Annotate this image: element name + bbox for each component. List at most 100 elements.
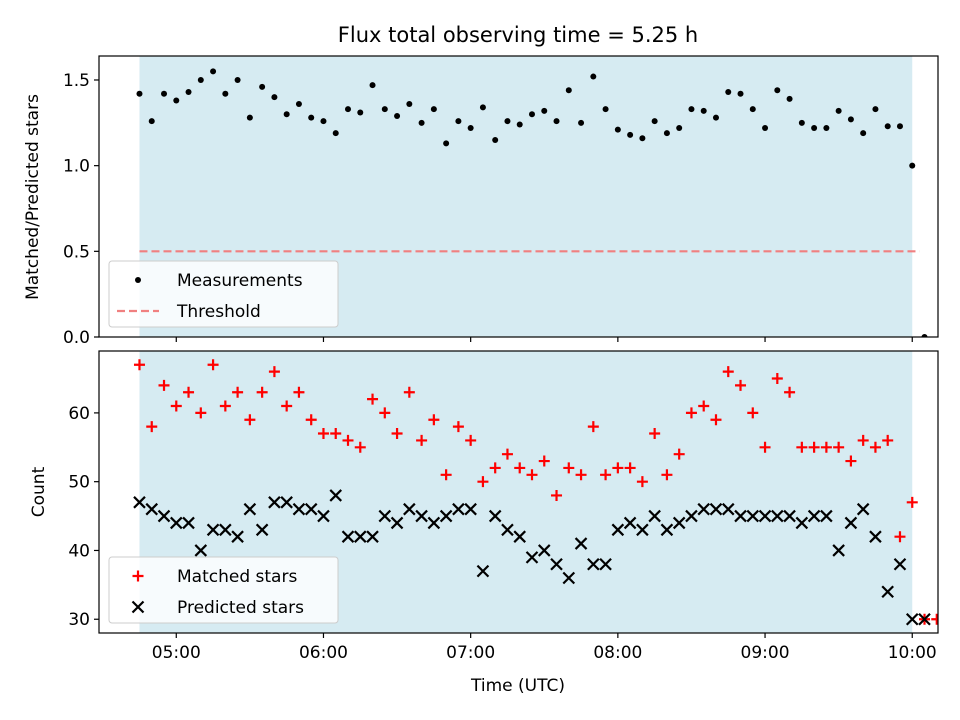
y-tick-label: 1.5 (63, 71, 90, 91)
matched-star-point (281, 400, 293, 412)
matched-star-point (195, 407, 207, 419)
measurement-point (210, 68, 217, 75)
predicted-star-point (182, 516, 195, 530)
predicted-star-point (145, 502, 159, 516)
matched-star-point (563, 462, 575, 474)
predicted-star-point (280, 496, 293, 509)
predicted-star-point (820, 509, 833, 523)
predicted-star-point (378, 509, 392, 523)
chart-title: Flux total observing time = 5.25 h (338, 23, 698, 47)
measurement-point (246, 114, 253, 121)
matched-star-point (796, 441, 808, 453)
predicted-star-point (219, 523, 232, 537)
measurement-point (737, 90, 744, 97)
measurement-point (872, 106, 879, 113)
measurement-point (847, 116, 854, 123)
predicted-star-point (513, 530, 527, 543)
predicted-star-point (255, 523, 269, 537)
measurement-point (357, 109, 364, 116)
matched-star-point (526, 469, 538, 481)
x-tick-label: 09:00 (741, 643, 790, 663)
matched-star-point (244, 414, 256, 426)
matched-star-point (330, 428, 342, 440)
predicted-star-point (194, 544, 208, 557)
measurement-point (504, 118, 511, 125)
matched-star-point (587, 421, 599, 433)
predicted-star-point (758, 509, 772, 523)
measurement-point (921, 334, 928, 337)
axes-frame (98, 55, 939, 338)
predicted-star-point (439, 509, 453, 523)
measurement-point (381, 106, 388, 113)
matched-star-point (845, 455, 857, 467)
measurement-point (749, 106, 756, 113)
matched-star-point (833, 441, 845, 453)
matched-star-point (416, 434, 428, 446)
predicted-star-point (268, 496, 281, 509)
predicted-star-point (452, 502, 465, 516)
legend-label: Measurements (177, 271, 303, 291)
predicted-star-point (415, 509, 428, 523)
predicted-star-point (390, 516, 404, 530)
measurement-point (602, 106, 609, 113)
y-tick-label: 40 (68, 541, 90, 561)
matched-star-point (747, 407, 759, 419)
y-tick-label: 0.0 (63, 328, 90, 348)
matched-star-point (906, 496, 918, 508)
predicted-star-point (427, 516, 441, 530)
matched-star-point (636, 476, 648, 488)
matched-star-point (575, 469, 587, 481)
matched-star-point (722, 366, 734, 378)
measurement-point (516, 121, 523, 128)
matched-star-point (342, 434, 354, 446)
matched-star-point (183, 386, 195, 398)
matched-star-point (759, 441, 771, 453)
plot-area (133, 359, 938, 626)
measurement-point (909, 162, 916, 169)
legend: Measurements Threshold (108, 260, 339, 328)
measurement-point (320, 118, 327, 125)
predicted-star-point (550, 557, 563, 571)
matched-star-point (820, 441, 832, 453)
matched-star-point (293, 386, 305, 398)
predicted-star-point (169, 516, 183, 530)
measurement-point (774, 87, 781, 94)
measurement-point (234, 76, 241, 83)
measurement-point (590, 73, 597, 80)
matched-star-point (685, 407, 697, 419)
measurement-point (896, 123, 903, 130)
predicted-star-point (905, 612, 919, 626)
measurement-point (663, 130, 670, 137)
predicted-star-point (856, 502, 870, 516)
matched-star-point (256, 386, 268, 398)
matched-star-point (857, 434, 869, 446)
legend-box (108, 556, 339, 624)
matched-star-point (403, 386, 415, 398)
measurement-point (492, 136, 499, 143)
predicted-star-point (599, 557, 612, 571)
x-tick-label: 07:00 (446, 643, 495, 663)
predicted-star-point (746, 509, 760, 523)
measurement-point (430, 106, 437, 113)
measurement-point (197, 76, 204, 83)
predicted-star-point (292, 502, 306, 516)
y-tick-label: 60 (68, 404, 90, 424)
legend-label: Predicted stars (177, 598, 304, 618)
predicted-star-point (133, 496, 146, 509)
top-y-axis-label: Matched/Predicted stars (23, 94, 43, 300)
matched-star-point (367, 393, 379, 405)
measurement-point (345, 106, 352, 113)
predicted-star-point (771, 509, 784, 523)
predicted-star-point (783, 509, 796, 523)
matched-star-point (869, 441, 881, 453)
measurement-point (811, 124, 818, 131)
predicted-star-point (587, 557, 600, 571)
measurement-point (173, 97, 180, 104)
legend: Matched stars Predicted stars (108, 556, 339, 624)
predicted-star-point (685, 509, 698, 523)
measurement-point (578, 119, 585, 126)
measurement-point (823, 124, 830, 131)
plot-area (136, 68, 928, 337)
measurement-point (136, 90, 143, 97)
